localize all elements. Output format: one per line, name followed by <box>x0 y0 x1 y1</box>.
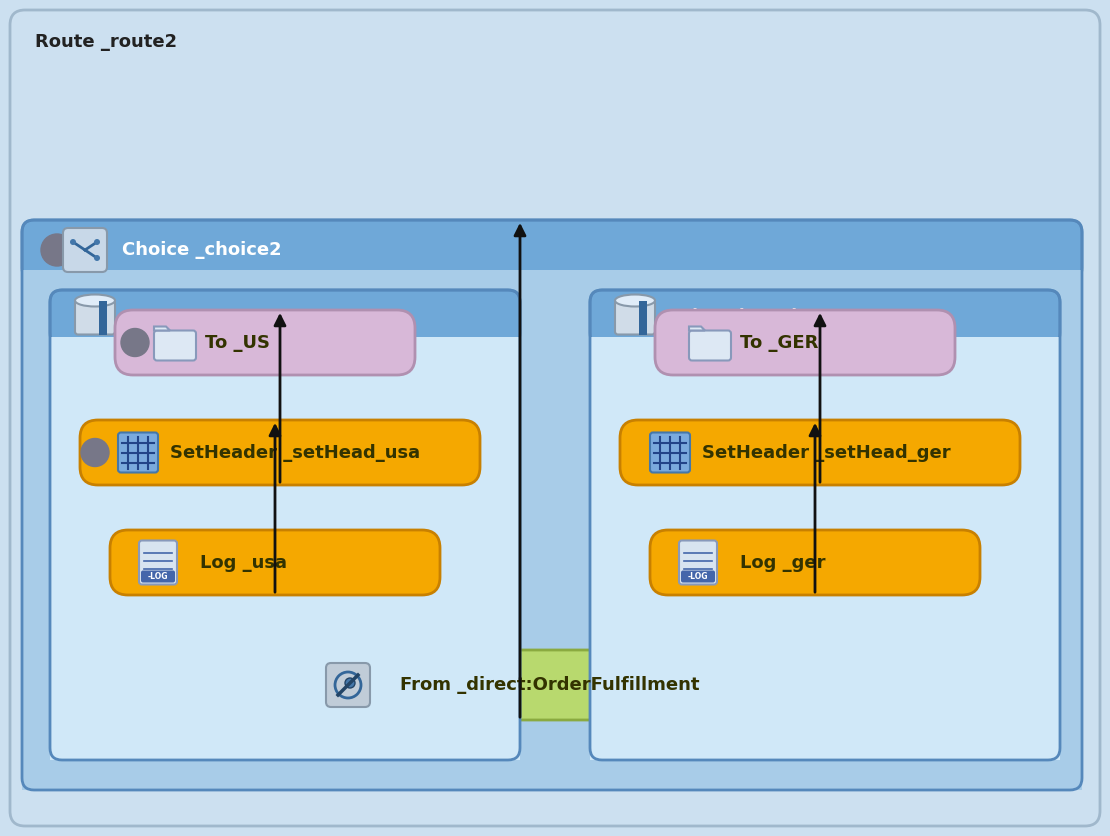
Ellipse shape <box>615 294 655 307</box>
FancyBboxPatch shape <box>300 650 740 720</box>
FancyBboxPatch shape <box>154 330 196 360</box>
Circle shape <box>41 234 73 266</box>
FancyBboxPatch shape <box>650 530 980 595</box>
Text: Route _route2: Route _route2 <box>36 33 178 51</box>
Circle shape <box>94 255 100 261</box>
Text: Log _usa: Log _usa <box>200 553 287 572</box>
FancyBboxPatch shape <box>63 228 107 272</box>
Circle shape <box>81 439 109 466</box>
FancyBboxPatch shape <box>615 300 655 334</box>
FancyBboxPatch shape <box>655 310 955 375</box>
Circle shape <box>94 239 100 245</box>
Circle shape <box>70 239 75 245</box>
Text: Choice _choice2: Choice _choice2 <box>122 241 282 259</box>
FancyBboxPatch shape <box>591 290 1060 345</box>
FancyBboxPatch shape <box>679 541 717 584</box>
Text: To _GER: To _GER <box>740 334 818 351</box>
Polygon shape <box>154 327 170 330</box>
FancyBboxPatch shape <box>639 300 647 334</box>
FancyBboxPatch shape <box>99 300 107 334</box>
Text: SetHeader _setHead_ger: SetHeader _setHead_ger <box>702 444 950 461</box>
Ellipse shape <box>75 294 115 307</box>
FancyBboxPatch shape <box>22 220 1082 280</box>
Text: From _direct:OrderFulfillment: From _direct:OrderFulfillment <box>400 676 699 694</box>
Text: Otherwise _else/ger: Otherwise _else/ger <box>670 308 856 327</box>
FancyBboxPatch shape <box>141 570 175 583</box>
FancyBboxPatch shape <box>139 541 176 584</box>
Text: To _US: To _US <box>205 334 270 351</box>
Text: Log _ger: Log _ger <box>740 553 826 572</box>
FancyBboxPatch shape <box>10 10 1100 826</box>
FancyBboxPatch shape <box>80 420 480 485</box>
Circle shape <box>121 329 149 356</box>
Text: -LOG: -LOG <box>688 572 708 581</box>
FancyBboxPatch shape <box>50 290 519 345</box>
FancyBboxPatch shape <box>650 432 690 472</box>
Text: When when/usa: When when/usa <box>130 308 279 327</box>
Text: SetHeader _setHead_usa: SetHeader _setHead_usa <box>170 444 420 461</box>
FancyBboxPatch shape <box>50 337 519 760</box>
FancyBboxPatch shape <box>22 270 1082 790</box>
Text: -LOG: -LOG <box>148 572 169 581</box>
FancyBboxPatch shape <box>115 310 415 375</box>
FancyBboxPatch shape <box>118 432 158 472</box>
FancyBboxPatch shape <box>682 570 715 583</box>
Circle shape <box>345 678 355 688</box>
FancyBboxPatch shape <box>689 330 731 360</box>
FancyBboxPatch shape <box>326 663 370 707</box>
Polygon shape <box>689 327 705 330</box>
FancyBboxPatch shape <box>75 300 115 334</box>
FancyBboxPatch shape <box>591 337 1060 760</box>
FancyBboxPatch shape <box>110 530 440 595</box>
FancyBboxPatch shape <box>620 420 1020 485</box>
